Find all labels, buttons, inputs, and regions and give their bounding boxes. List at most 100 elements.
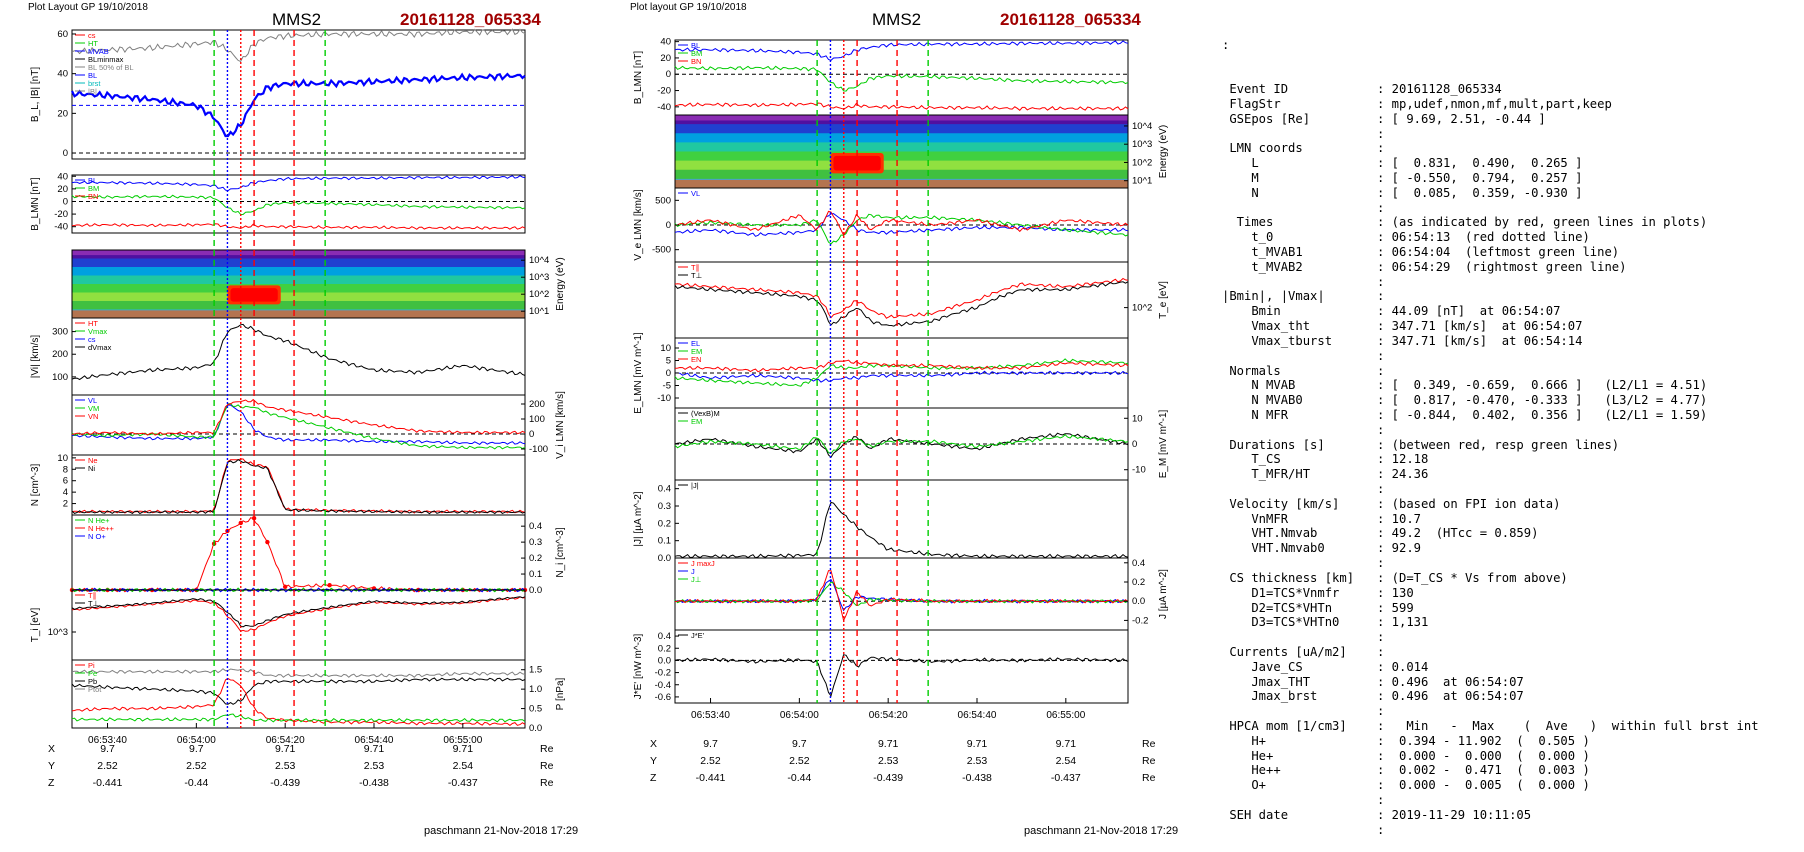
summary-line: Event ID: 20161128_065334 bbox=[1222, 82, 1800, 97]
mid-y-axis-label: B_LMN [nT] bbox=[633, 51, 644, 105]
summary-key: N MFR bbox=[1222, 407, 1289, 422]
mid-series-bn-line bbox=[674, 102, 1129, 111]
summary-line: O+: 0.000 - 0.005 ( 0.000 ) bbox=[1222, 778, 1800, 793]
left-x-tick-label: 06:53:40 bbox=[88, 735, 127, 746]
mid-y-tick-label: -5 bbox=[663, 381, 671, 392]
summary-value: : 06:54:13 (red dotted line) bbox=[1377, 230, 1590, 245]
mid-coord-value: -0.438 bbox=[962, 772, 992, 784]
left-series-ni-line bbox=[71, 458, 526, 515]
left-spectrogram-band bbox=[72, 284, 525, 293]
summary-value: : 347.71 [km/s] at 06:54:14 bbox=[1377, 333, 1583, 348]
summary-key: Bmin bbox=[1222, 304, 1281, 319]
summary-key: T_CS bbox=[1222, 452, 1281, 467]
summary-line: Jave_CS: 0.014 bbox=[1222, 660, 1800, 675]
mid-legend-entry: EN bbox=[691, 355, 701, 364]
summary-key: HPCA mom [1/cm3] bbox=[1222, 719, 1347, 733]
summary-value: : 10.7 bbox=[1377, 511, 1422, 526]
left-series-no-line bbox=[71, 587, 526, 593]
summary-value: : 44.09 [nT] at 06:54:07 bbox=[1377, 304, 1561, 319]
left-panel-frame bbox=[71, 589, 526, 661]
summary-line: L: [ 0.831, 0.490, 0.265 ] bbox=[1222, 156, 1800, 171]
mid-x-tick-label: 06:54:40 bbox=[958, 710, 997, 721]
summary-line: Normals: bbox=[1222, 364, 1800, 379]
left-spectrogram-band bbox=[72, 275, 525, 285]
summary-key: |Bmin|, |Vmax| bbox=[1222, 289, 1325, 304]
summary-value: : 0.496 at 06:54:07 bbox=[1377, 689, 1524, 704]
mid-y-tick-label: 0.4 bbox=[658, 631, 671, 642]
left-coord-value: 2.52 bbox=[97, 760, 118, 772]
mid-panel-spec: 10^4 10^3 10^2 10^1 Energy (eV) bbox=[674, 114, 1169, 189]
left-y-axis-label: B_LMN [nT] bbox=[30, 177, 41, 231]
left-legend-entry: N O+ bbox=[88, 532, 106, 541]
mid-y-tick-label: 10 bbox=[1132, 413, 1143, 424]
summary-value: : (D=T_CS * Vs from above) bbox=[1377, 570, 1568, 585]
left-y-axis-label: N_i [cm^-3] bbox=[555, 527, 566, 577]
mid-spectrogram-band bbox=[675, 124, 1128, 134]
summary-value: : bbox=[1377, 422, 1385, 437]
summary-key: Jmax_THT bbox=[1222, 674, 1311, 689]
mid-series-vl-line bbox=[674, 213, 1129, 237]
left-y-tick-label: 0.5 bbox=[529, 704, 542, 715]
left-y-tick-label: 100 bbox=[529, 414, 545, 425]
summary-line: t_0: 06:54:13 (red dotted line) bbox=[1222, 230, 1800, 245]
left-coord-unit: Re bbox=[540, 743, 554, 755]
summary-key: FlagStr bbox=[1222, 96, 1281, 111]
summary-line: VHT.Nmvab: 49.2 (HTcc = 0.859) bbox=[1222, 526, 1800, 541]
summary-key: Currents [uA/m2] bbox=[1222, 644, 1347, 659]
summary-value: : 06:54:29 (rightmost green line) bbox=[1377, 259, 1627, 274]
summary-line: N MVAB: [ 0.349, -0.659, 0.666 ] (L2/L1 … bbox=[1222, 378, 1800, 393]
summary-line: t_MVAB1: 06:54:04 (leftmost green line) bbox=[1222, 245, 1800, 260]
mid-y-axis-label: V_e LMN [km/s] bbox=[633, 189, 644, 260]
mid-y-tick-label: 0.4 bbox=[1132, 558, 1145, 569]
summary-value: : 2019-11-29 10:11:05 bbox=[1377, 807, 1532, 822]
summary-value: : 599 bbox=[1377, 600, 1414, 615]
left-panel-spec: 10^4 10^3 10^2 10^1 Energy (eV) bbox=[71, 249, 566, 319]
left-series-ne-line bbox=[71, 458, 526, 514]
left-y-tick-label: -100 bbox=[529, 444, 548, 455]
summary-value: : 49.2 (HTcc = 0.859) bbox=[1377, 526, 1539, 541]
left-panel-ti: 10^3 T_i [eV] T∥T⊥ bbox=[30, 589, 526, 661]
summary-value: : [ 9.69, 2.51, -0.44 ] bbox=[1377, 111, 1546, 126]
left-x-tick-label: 06:54:40 bbox=[355, 735, 394, 746]
left-legend-entry: brst bbox=[88, 79, 101, 88]
left-y-tick-label: 1.0 bbox=[529, 684, 542, 695]
mid-y-tick-label: 0 bbox=[1132, 439, 1137, 450]
left-y-tick-label: 10^1 bbox=[529, 306, 549, 317]
summary-value: : bbox=[1377, 630, 1385, 645]
mid-panel-j: 0.4 0.3 0.2 0.1 0.0 |J| [µA m^-2] |J| bbox=[633, 479, 1129, 564]
summary-line: Durations [s]: (between red, resp green … bbox=[1222, 438, 1800, 453]
mid-legend-entry: J*E' bbox=[691, 631, 705, 640]
mid-y-tick-label: 10^2 bbox=[1132, 157, 1152, 168]
mid-series-je-line bbox=[674, 654, 1129, 698]
summary-key: He++ bbox=[1222, 763, 1281, 778]
mid-coord-value: -0.441 bbox=[696, 772, 726, 784]
left-panel-frame bbox=[71, 29, 526, 160]
left-legend-entry: VM bbox=[88, 404, 99, 413]
left-x-tick-label: 06:54:00 bbox=[177, 735, 216, 746]
summary-value: : [ 0.349, -0.659, 0.666 ] (L2/L1 = 4.51… bbox=[1377, 378, 1708, 393]
left-legend-entry: HT bbox=[88, 319, 98, 328]
mid-legend-entry: (VexB)M bbox=[691, 409, 720, 418]
mid-legend-entry: |J| bbox=[691, 481, 699, 490]
left-y-tick-label: 200 bbox=[52, 349, 68, 360]
left-panel-frame bbox=[71, 514, 526, 591]
left-series-vl-line bbox=[71, 404, 526, 446]
mid-y-tick-label: -0.2 bbox=[655, 668, 671, 679]
mid-coord-value: 9.71 bbox=[967, 738, 988, 750]
left-header: Plot Layout GP 19/10/2018 bbox=[28, 2, 148, 13]
summary-line: t_MVAB2: 06:54:29 (rightmost green line) bbox=[1222, 260, 1800, 275]
mid-spectrogram-band bbox=[675, 179, 1128, 188]
summary-key: VnMFR bbox=[1222, 511, 1289, 526]
left-legend-entry: |B| bbox=[88, 87, 97, 96]
summary-value: : 24.36 bbox=[1377, 467, 1429, 482]
summary-value: : bbox=[1377, 556, 1385, 571]
left-series-bn-line bbox=[71, 223, 526, 230]
mid-footer: paschmann 21-Nov-2018 17:29 bbox=[1024, 825, 1178, 837]
mid-coord-value: 9.71 bbox=[878, 738, 899, 750]
mid-spectrogram-band bbox=[675, 115, 1128, 121]
mid-series-en-line bbox=[674, 359, 1129, 373]
mid-coord-value: 2.54 bbox=[1056, 755, 1077, 767]
left-footer: paschmann 21-Nov-2018 17:29 bbox=[424, 825, 578, 837]
